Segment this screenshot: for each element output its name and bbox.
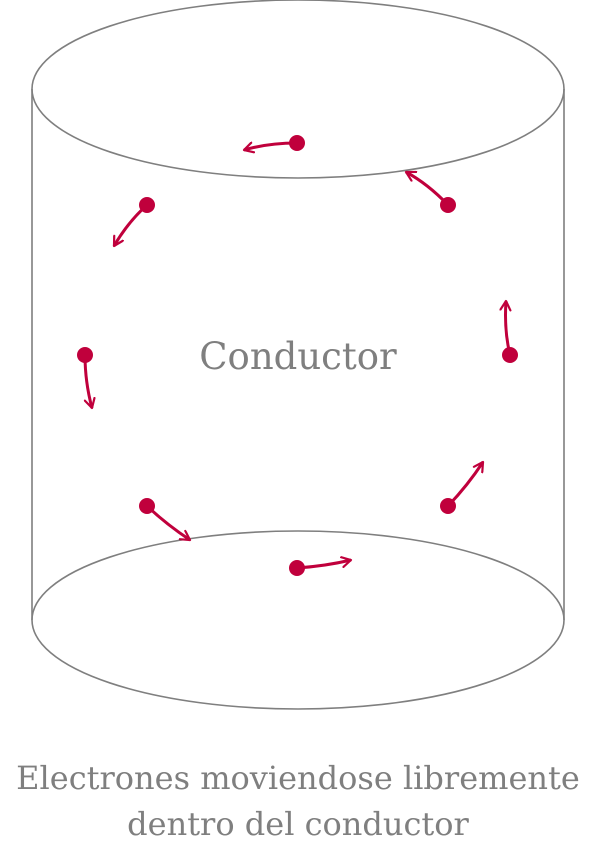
- conductor-label: Conductor: [199, 335, 397, 378]
- electron: [77, 347, 93, 408]
- electron: [244, 135, 305, 151]
- caption-line-1: Electrones moviendose libremente: [16, 759, 580, 797]
- electron: [502, 301, 518, 363]
- cylinder-top-ellipse: [31, 0, 565, 179]
- cylinder: [31, 0, 565, 710]
- electrons: [77, 135, 518, 576]
- electron: [406, 170, 456, 213]
- caption-line-2: dentro del conductor: [127, 805, 469, 843]
- electron: [440, 462, 485, 514]
- electron: [112, 197, 155, 246]
- electron: [289, 560, 351, 576]
- electron: [139, 498, 190, 542]
- cylinder-bottom-ellipse: [31, 530, 565, 710]
